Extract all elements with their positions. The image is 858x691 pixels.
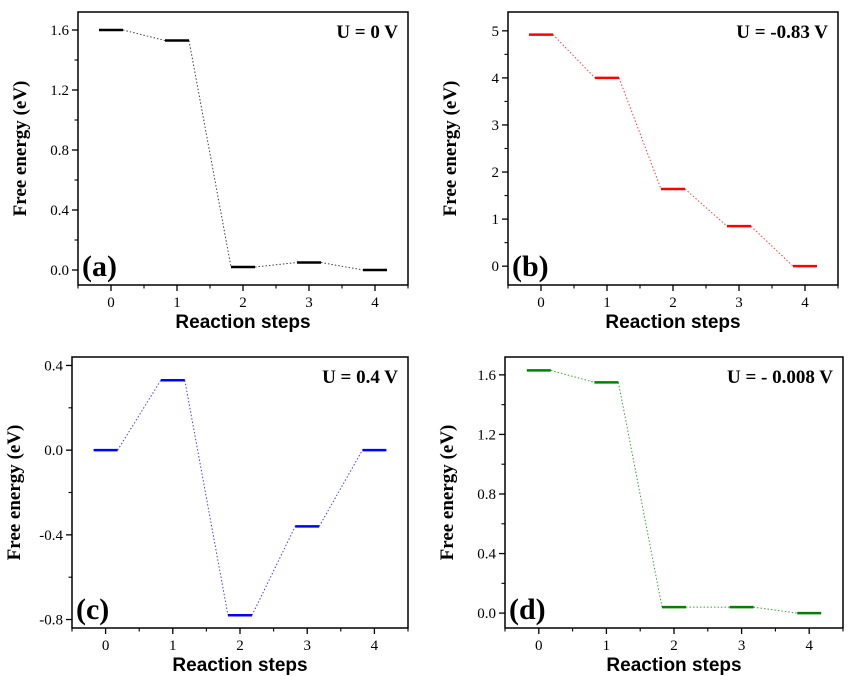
panel-c-x-axis-label: Reaction steps bbox=[172, 655, 307, 676]
panel-b-connector bbox=[684, 188, 728, 227]
panel-d-connector bbox=[617, 382, 663, 608]
panel-b-ytick-label: 3 bbox=[492, 118, 500, 134]
panel-d-y-axis-label: Free energy (eV) bbox=[437, 425, 458, 561]
panel-b-connector bbox=[552, 34, 596, 79]
panel-b-xtick-label: 2 bbox=[669, 295, 677, 311]
panel-b-ytick-label: 2 bbox=[492, 165, 500, 181]
panel-a-ytick-label: 1.2 bbox=[50, 83, 69, 99]
panel-d-panel-label: (d) bbox=[509, 593, 546, 626]
panel-a-xtick-label: 3 bbox=[305, 295, 313, 311]
panel-a-connector bbox=[122, 29, 166, 41]
panel-d-xtick-label: 0 bbox=[535, 638, 543, 654]
panel-b-ytick-label: 5 bbox=[492, 24, 500, 40]
panel-c-ytick-label: 0.4 bbox=[44, 358, 63, 374]
panel-b-y-axis-label: Free energy (eV) bbox=[440, 81, 461, 217]
panel-c-connector bbox=[318, 449, 363, 527]
panel-d-ytick-label: 0.0 bbox=[477, 606, 496, 622]
panel-c: -0.8 -0.4 0.0 0.4 0 1 2 3 4 Reaction steps Free en… bbox=[4, 356, 409, 676]
panel-a-ytick-label: 0.4 bbox=[50, 203, 69, 219]
panel-d-axes-frame bbox=[504, 356, 844, 629]
panel-b-x-axis-label: Reaction steps bbox=[605, 312, 740, 333]
panel-d-ytick-label: 0.4 bbox=[477, 547, 496, 563]
panel-c-xtick-label: 2 bbox=[236, 638, 244, 654]
panel-d: 0.0 0.4 0.8 1.2 1.6 0 1 2 3 4 Reaction steps Free e… bbox=[437, 356, 844, 676]
panel-b: 0 1 2 3 4 5 0 1 2 3 4 Reaction steps Free energy (eV… bbox=[440, 11, 839, 333]
panel-b-xtick-label: 3 bbox=[735, 295, 743, 311]
panel-b-ytick-label: 0 bbox=[492, 259, 500, 275]
panel-a-connector bbox=[320, 262, 364, 271]
panel-c-xtick-label: 0 bbox=[102, 638, 110, 654]
panel-c-ytick-label: -0.4 bbox=[39, 528, 63, 544]
panel-d-ytick-label: 1.2 bbox=[477, 427, 496, 443]
panel-a-ytick-label: 1.6 bbox=[50, 23, 69, 39]
panel-a-ytick-label: 0.0 bbox=[50, 263, 69, 279]
panel-d-xtick-label: 3 bbox=[738, 638, 746, 654]
panel-b-title: U = -0.83 V bbox=[736, 22, 828, 43]
panel-c-connector bbox=[251, 526, 296, 616]
panel-c-connector bbox=[184, 380, 229, 616]
panel-a-xtick-label: 1 bbox=[173, 295, 181, 311]
panel-d-connector bbox=[753, 606, 798, 614]
panel-c-panel-label: (c) bbox=[76, 593, 109, 626]
panel-c-connector bbox=[117, 380, 162, 451]
panel-d-ytick-label: 1.6 bbox=[477, 368, 496, 384]
panel-a-title: U = 0 V bbox=[336, 22, 398, 43]
panel-b-connector bbox=[618, 77, 662, 190]
panel-a-connector bbox=[188, 40, 232, 268]
panel-b-connector bbox=[750, 225, 794, 267]
panel-b-xtick-label: 4 bbox=[801, 295, 809, 311]
panel-a-panel-label: (a) bbox=[82, 250, 117, 283]
panel-c-ytick-label: -0.8 bbox=[39, 613, 63, 629]
panel-b-xtick-label: 1 bbox=[603, 295, 611, 311]
panel-a-xtick-label: 2 bbox=[239, 295, 247, 311]
panel-a: 0.0 0.4 0.8 1.2 1.6 0 1 2 3 4 Reaction steps Free e… bbox=[10, 11, 409, 333]
panel-b-axes-frame bbox=[507, 11, 839, 286]
panel-c-ytick-label: 0.0 bbox=[44, 443, 63, 459]
panel-c-y-axis-label: Free energy (eV) bbox=[4, 425, 25, 561]
panel-c-axes-frame bbox=[71, 356, 409, 629]
panel-c-title: U = 0.4 V bbox=[322, 367, 398, 388]
panel-a-xtick-label: 0 bbox=[107, 295, 115, 311]
panel-b-xtick-label: 0 bbox=[537, 295, 545, 311]
panel-a-xtick-label: 4 bbox=[371, 295, 379, 311]
panel-c-xtick-label: 3 bbox=[303, 638, 311, 654]
panel-c-xtick-label: 4 bbox=[371, 638, 379, 654]
panel-a-axes-frame bbox=[77, 11, 409, 286]
panel-d-xtick-label: 4 bbox=[805, 638, 813, 654]
panel-d-connector bbox=[550, 369, 595, 383]
panel-d-xtick-label: 2 bbox=[670, 638, 678, 654]
panel-a-connector bbox=[254, 262, 298, 268]
panel-b-ytick-label: 4 bbox=[492, 71, 500, 87]
panel-d-ytick-label: 0.8 bbox=[477, 487, 496, 503]
panel-b-ytick-label: 1 bbox=[492, 212, 500, 228]
panel-d-title: U = - 0.008 V bbox=[727, 367, 833, 388]
panel-a-x-axis-label: Reaction steps bbox=[175, 312, 310, 333]
panel-a-y-axis-label: Free energy (eV) bbox=[10, 81, 31, 217]
panel-d-xtick-label: 1 bbox=[603, 638, 611, 654]
panel-d-x-axis-label: Reaction steps bbox=[606, 655, 741, 676]
panel-c-xtick-label: 1 bbox=[169, 638, 177, 654]
panel-a-ytick-label: 0.8 bbox=[50, 143, 69, 159]
panel-b-panel-label: (b) bbox=[512, 250, 549, 283]
